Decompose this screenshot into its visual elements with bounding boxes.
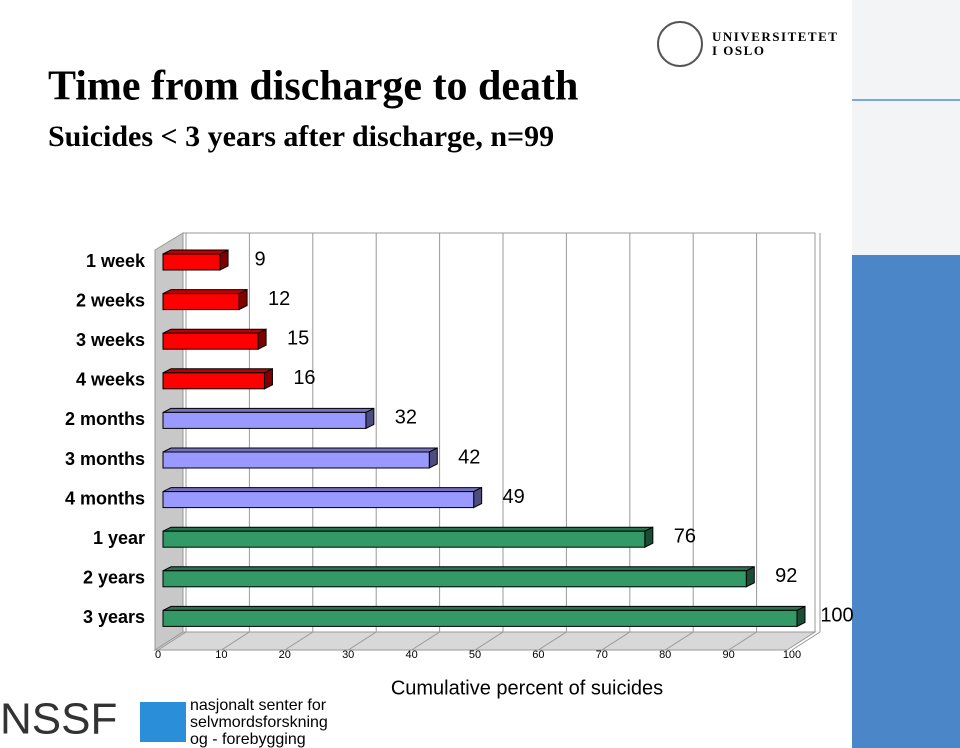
chart-title: Time from discharge to death — [48, 64, 578, 110]
y-tick-label: 2 years — [83, 568, 145, 588]
value-label: 32 — [395, 407, 417, 429]
bar-front — [162, 372, 265, 390]
blue-strip — [852, 255, 960, 748]
seal — [657, 21, 703, 67]
y-tick-label: 1 year — [93, 528, 145, 548]
bar-top — [162, 368, 273, 374]
logo-text: og - forebygging — [190, 731, 306, 748]
bar-side — [219, 249, 229, 271]
bar-side — [428, 447, 438, 469]
bar — [162, 447, 438, 469]
y-tick-label: 4 weeks — [76, 370, 145, 390]
bar-top — [162, 526, 654, 532]
bar-top — [162, 289, 248, 295]
bar-side — [796, 605, 806, 628]
bar-top — [162, 487, 482, 493]
value-label: 12 — [268, 288, 290, 310]
value-label: 100 — [820, 605, 853, 627]
x-tick-label: 100 — [783, 649, 801, 661]
x-tick-label: 40 — [405, 649, 417, 661]
bar-front — [162, 609, 798, 627]
floor-grid-line — [538, 631, 567, 651]
bar — [162, 526, 654, 549]
x-tick-label: 20 — [279, 649, 291, 661]
bar — [162, 328, 267, 351]
bar-front — [162, 253, 221, 271]
bar — [162, 565, 755, 588]
y-tick-label: 2 months — [65, 409, 145, 429]
bar — [162, 407, 375, 430]
university-name: UNIVERSITETET — [712, 29, 838, 44]
x-tick-label: 80 — [659, 649, 671, 661]
x-tick-label: 50 — [469, 649, 481, 661]
x-axis-label: Cumulative percent of suicides — [391, 677, 663, 699]
bar-side — [745, 565, 755, 588]
logo-mark — [140, 702, 186, 742]
floor-grid-line — [221, 631, 250, 651]
value-label: 16 — [293, 367, 315, 389]
x-tick-label: 30 — [342, 649, 354, 661]
x-tick-label: 10 — [215, 649, 227, 661]
bar-front — [162, 332, 259, 350]
chart-subtitle: Suicides < 3 years after discharge, n=99 — [48, 120, 554, 153]
y-tick-label: 3 weeks — [76, 330, 145, 350]
bar-front — [162, 570, 747, 588]
value-label: 92 — [775, 565, 797, 587]
logo-text: nasjonalt senter for — [190, 697, 327, 714]
bar — [162, 486, 483, 509]
floor-grid-line — [791, 631, 821, 651]
bar-front — [162, 451, 430, 469]
x-tick-label: 60 — [532, 649, 544, 661]
logo: NSSF — [0, 695, 117, 744]
bar-side — [365, 407, 375, 430]
y-tick-label: 3 months — [65, 449, 145, 469]
bar-side — [238, 288, 248, 311]
bar-front — [162, 491, 475, 509]
value-label: 76 — [674, 525, 696, 547]
floor-grid-line — [157, 631, 187, 651]
value-label: 9 — [254, 248, 265, 270]
bar-top — [162, 249, 229, 255]
floor-grid-line — [728, 631, 757, 651]
statue-image — [852, 0, 960, 255]
bar — [162, 605, 806, 628]
floor-grid-line — [601, 631, 631, 651]
bar-top — [162, 328, 267, 334]
y-tick-label: 1 week — [86, 251, 146, 271]
value-label: 15 — [287, 327, 309, 349]
bar-front — [162, 411, 367, 429]
value-label: 42 — [458, 446, 480, 468]
y-tick-label: 4 months — [65, 488, 145, 508]
floor-grid-line — [474, 631, 504, 651]
bar-front — [162, 293, 240, 311]
value-label: 49 — [503, 486, 525, 508]
bar-top — [162, 566, 755, 572]
x-tick-label: 90 — [722, 649, 734, 661]
bar-side — [473, 486, 483, 509]
bar — [162, 249, 229, 271]
bar-side — [263, 367, 273, 390]
floor-grid-line — [284, 631, 314, 651]
bar-top — [162, 407, 375, 413]
bar — [162, 367, 273, 390]
university-name: I OSLO — [712, 43, 765, 58]
plot — [153, 232, 817, 651]
bar-front — [162, 530, 646, 548]
floor-grid-line — [411, 631, 440, 651]
floor — [153, 631, 817, 651]
bar — [162, 288, 248, 311]
bar-side — [644, 526, 654, 549]
floor-grid-line — [347, 631, 377, 651]
x-tick-label: 70 — [596, 649, 608, 661]
bar-side — [257, 328, 267, 351]
logo-text: selvmordsforskning — [190, 714, 328, 731]
floor-grid-line — [664, 631, 694, 651]
y-tick-label: 3 years — [83, 607, 145, 627]
y-tick-label: 2 weeks — [76, 290, 145, 310]
bar-top — [162, 605, 806, 611]
x-tick-label: 0 — [155, 649, 161, 661]
bar-top — [162, 447, 438, 453]
